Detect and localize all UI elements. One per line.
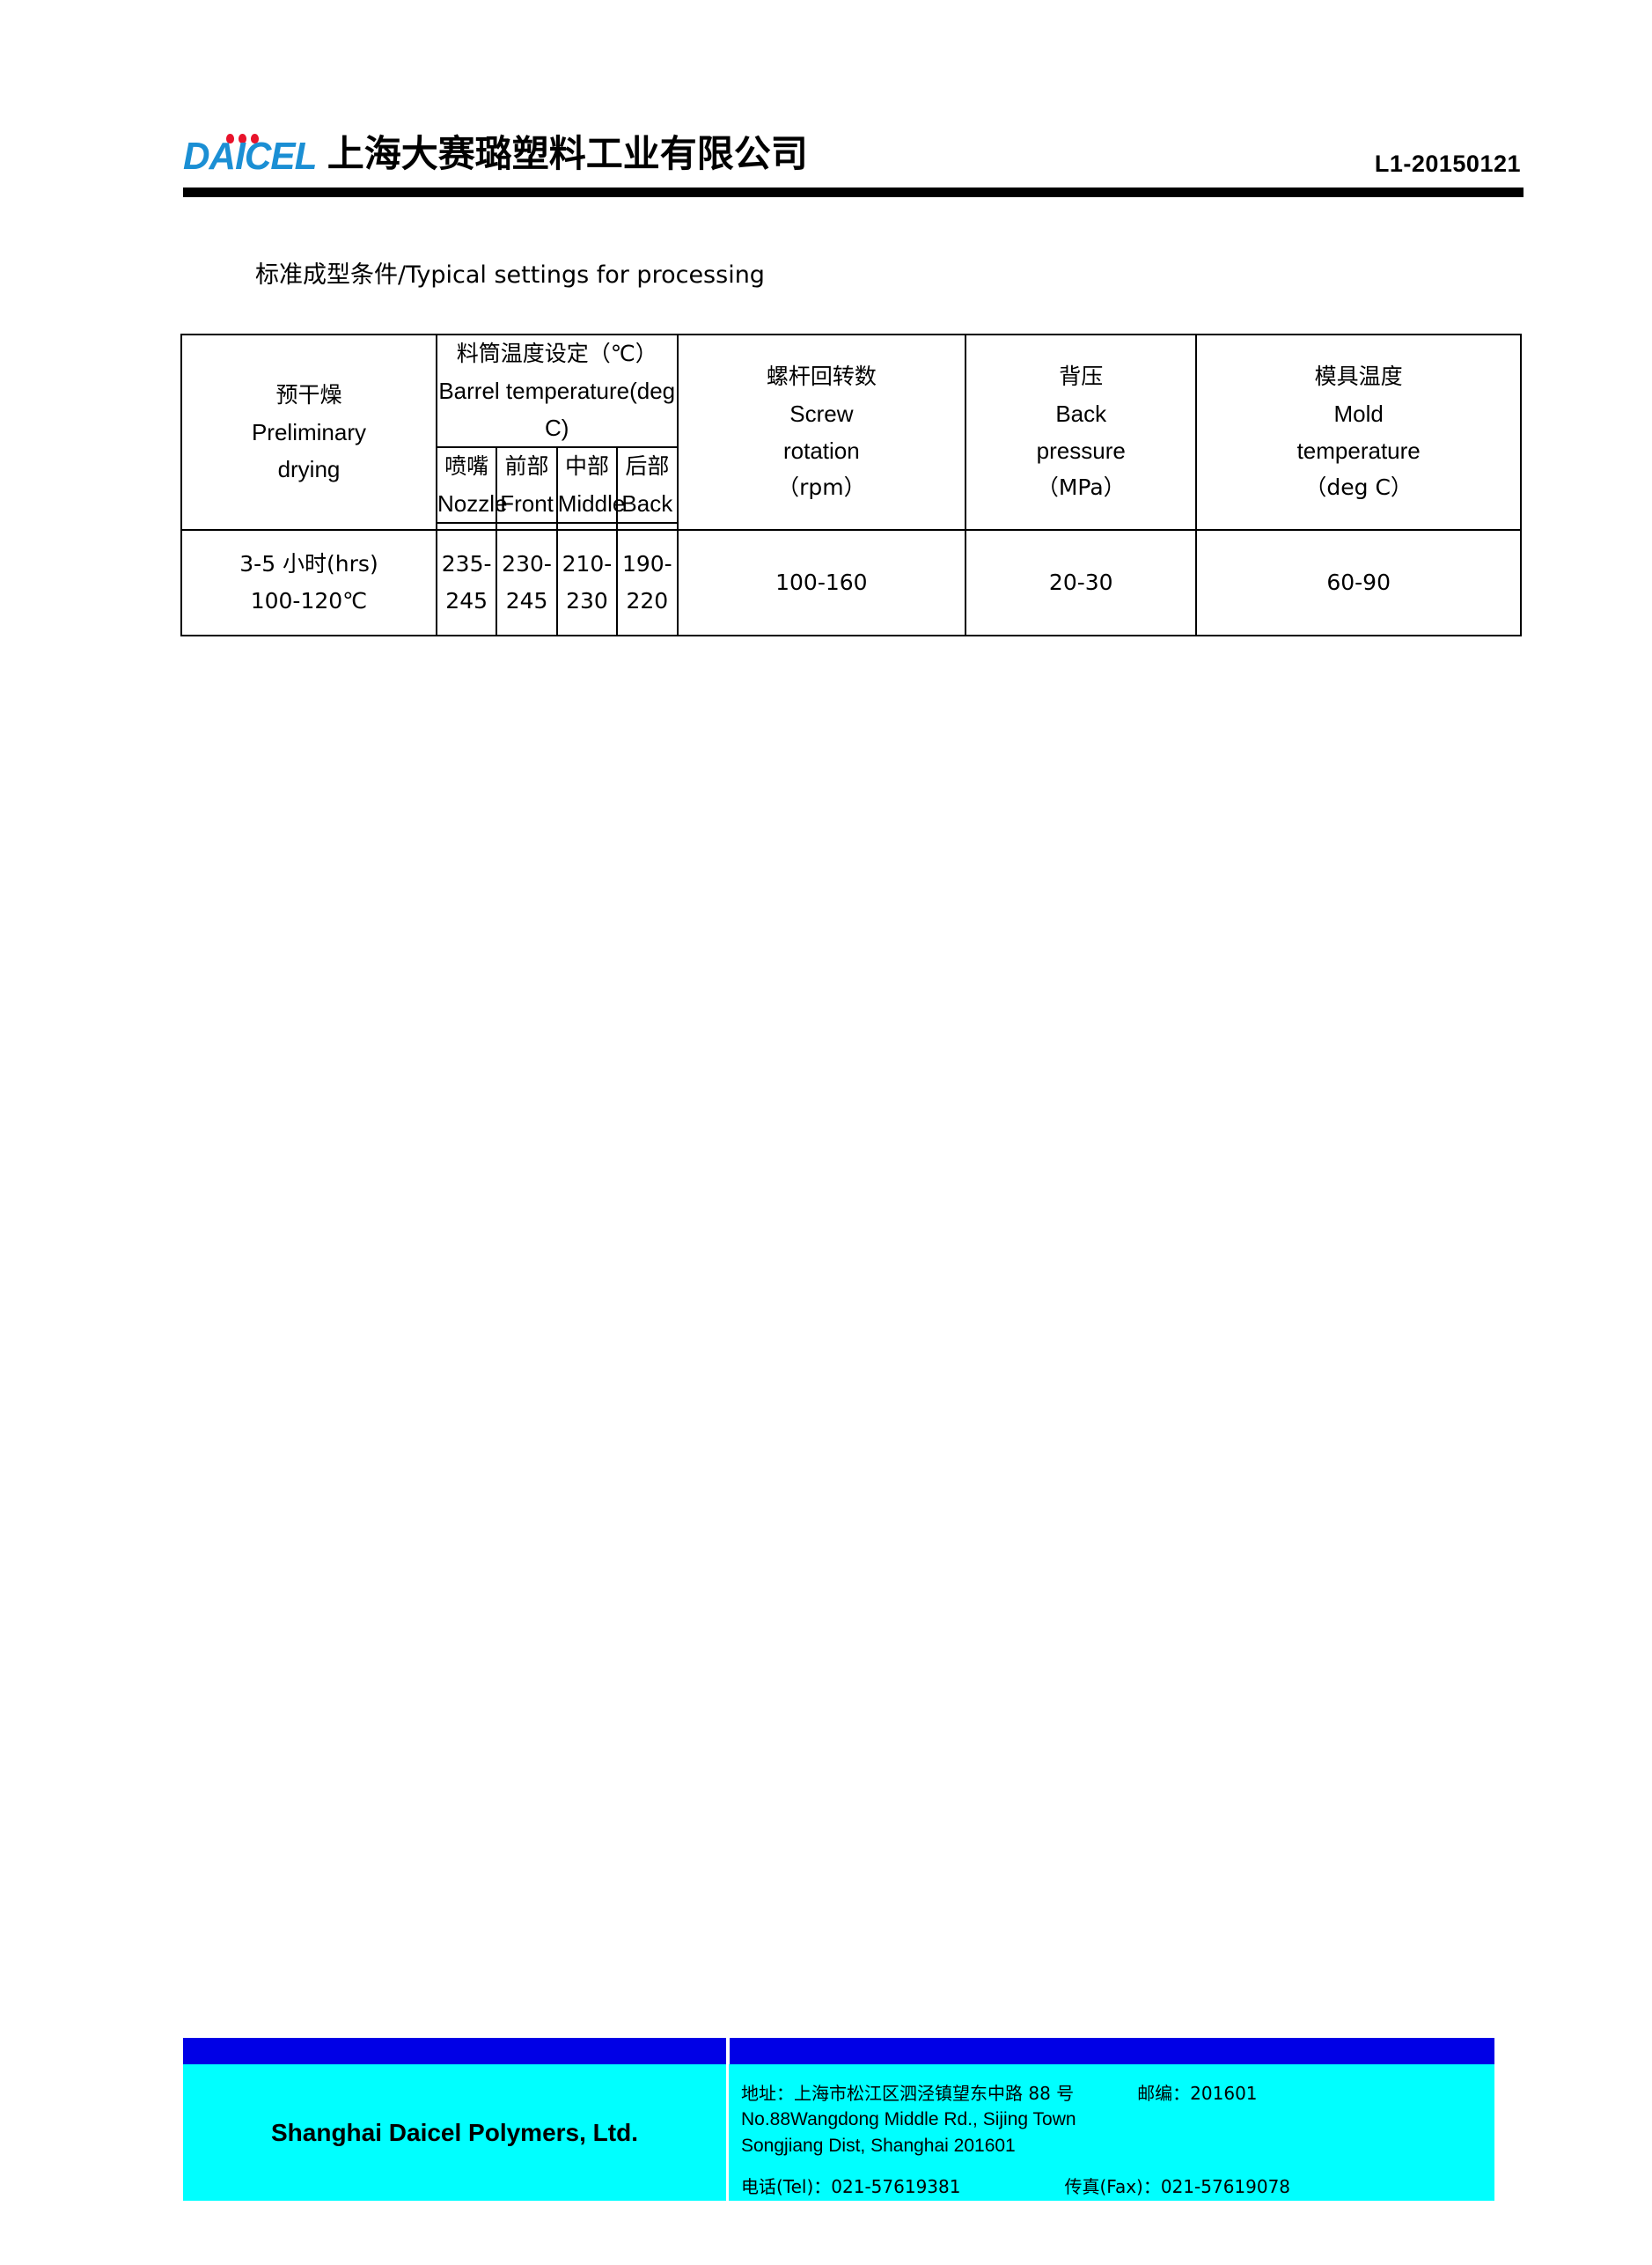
cell-screw-rotation-value: 100-160 xyxy=(676,529,967,636)
spacer-back xyxy=(616,523,679,531)
cell-back-pressure-value: 20-30 xyxy=(965,529,1198,636)
footer-bar-gap xyxy=(726,2038,730,2064)
footer-company-block: Shanghai Daicel Polymers, Ltd. xyxy=(183,2064,726,2201)
header-mold-temperature: 模具温度 Mold temperature （deg C） xyxy=(1195,334,1522,531)
document-code: L1-20150121 xyxy=(1374,151,1521,177)
footer-postcode-cn: 邮编：201601 xyxy=(1137,2083,1258,2104)
footer-phone-row: 电话(Tel)：021-57619381 传真(Fax)：021-5761907… xyxy=(741,2173,1494,2200)
header-back: 后部 Back xyxy=(616,446,679,524)
cell-mold-temperature-value: 60-90 xyxy=(1195,529,1522,636)
footer-bar-left xyxy=(183,2038,726,2064)
table-data-row: 3-5 小时(hrs) 100-120℃ 235-245 230-245 210… xyxy=(180,529,1522,636)
company-name-cn: 上海大赛璐塑料工业有限公司 xyxy=(327,132,808,175)
cell-middle-value: 210-230 xyxy=(555,529,619,636)
cell-nozzle-value: 235-245 xyxy=(435,529,498,636)
footer-address-en-line1: No.88Wangdong Middle Rd., Sijing Town xyxy=(741,2109,1076,2129)
header-nozzle: 喷嘴 Nozzle xyxy=(435,446,507,524)
processing-settings-table-wrapper: 预干燥 Preliminary drying 料筒温度设定（℃） Barrel … xyxy=(180,334,1522,636)
footer-spacer xyxy=(741,2159,1494,2173)
footer-telephone: 电话(Tel)：021-57619381 xyxy=(741,2176,961,2197)
daicel-logo: DAICEL xyxy=(183,123,322,176)
spacer-middle xyxy=(555,523,619,531)
header-front: 前部 Front xyxy=(496,446,558,524)
header-screw-rotation: 螺杆回转数 Screw rotation （rpm） xyxy=(676,334,967,531)
footer-top-bar xyxy=(183,2038,1494,2064)
header-preliminary-drying: 预干燥 Preliminary drying xyxy=(180,334,437,531)
header-divider-rule xyxy=(183,188,1524,197)
header-middle: 中部 Middle xyxy=(555,446,625,524)
spacer-front xyxy=(496,523,558,531)
cell-back-value: 190-220 xyxy=(616,529,679,636)
header-back-pressure: 背压 Back pressure （MPa） xyxy=(965,334,1198,531)
table-header-row-2: 喷嘴 Nozzle 前部 Front 中部 Middle xyxy=(181,446,1521,524)
logo-wordmark: DAICEL xyxy=(183,135,317,178)
header-brand-block: DAICEL 上海大赛璐塑料工业有限公司 xyxy=(183,107,808,176)
footer-address-cn: 地址：上海市松江区泗泾镇望东中路 88 号 xyxy=(741,2083,1075,2104)
footer-fax: 传真(Fax)：021-57619078 xyxy=(1064,2176,1291,2197)
footer-address-cn-row: 地址：上海市松江区泗泾镇望东中路 88 号 邮编：201601 xyxy=(741,2080,1494,2107)
footer-body: Shanghai Daicel Polymers, Ltd. 地址：上海市松江区… xyxy=(183,2064,1494,2201)
logo-dots-icon xyxy=(226,134,279,144)
table-header-spacer-row xyxy=(181,523,1521,531)
footer-bar-right xyxy=(730,2038,1494,2064)
page-footer: Shanghai Daicel Polymers, Ltd. 地址：上海市松江区… xyxy=(183,2038,1494,2201)
cell-front-value: 230-245 xyxy=(496,529,558,636)
footer-address-en-line2: Songjiang Dist, Shanghai 201601 xyxy=(741,2136,1016,2156)
processing-settings-table: 预干燥 Preliminary drying 料筒温度设定（℃） Barrel … xyxy=(180,334,1522,636)
footer-vertical-divider xyxy=(726,2064,729,2201)
spacer-nozzle xyxy=(435,523,498,531)
table-header-row-1: 预干燥 Preliminary drying 料筒温度设定（℃） Barrel … xyxy=(180,334,1522,531)
company-name-en: Shanghai Daicel Polymers, Ltd. xyxy=(270,2118,638,2146)
cell-drying-condition: 3-5 小时(hrs) 100-120℃ xyxy=(180,529,437,636)
footer-contact-block: 地址：上海市松江区泗泾镇望东中路 88 号 邮编：201601 No.88Wan… xyxy=(729,2064,1494,2201)
section-title: 标准成型条件/Typical settings for processing xyxy=(255,261,765,289)
page-header: DAICEL 上海大赛璐塑料工业有限公司 L1-20150121 xyxy=(183,107,1521,187)
header-barrel-temperature-group: 料筒温度设定（℃） Barrel temperature(deg C) xyxy=(435,334,679,448)
